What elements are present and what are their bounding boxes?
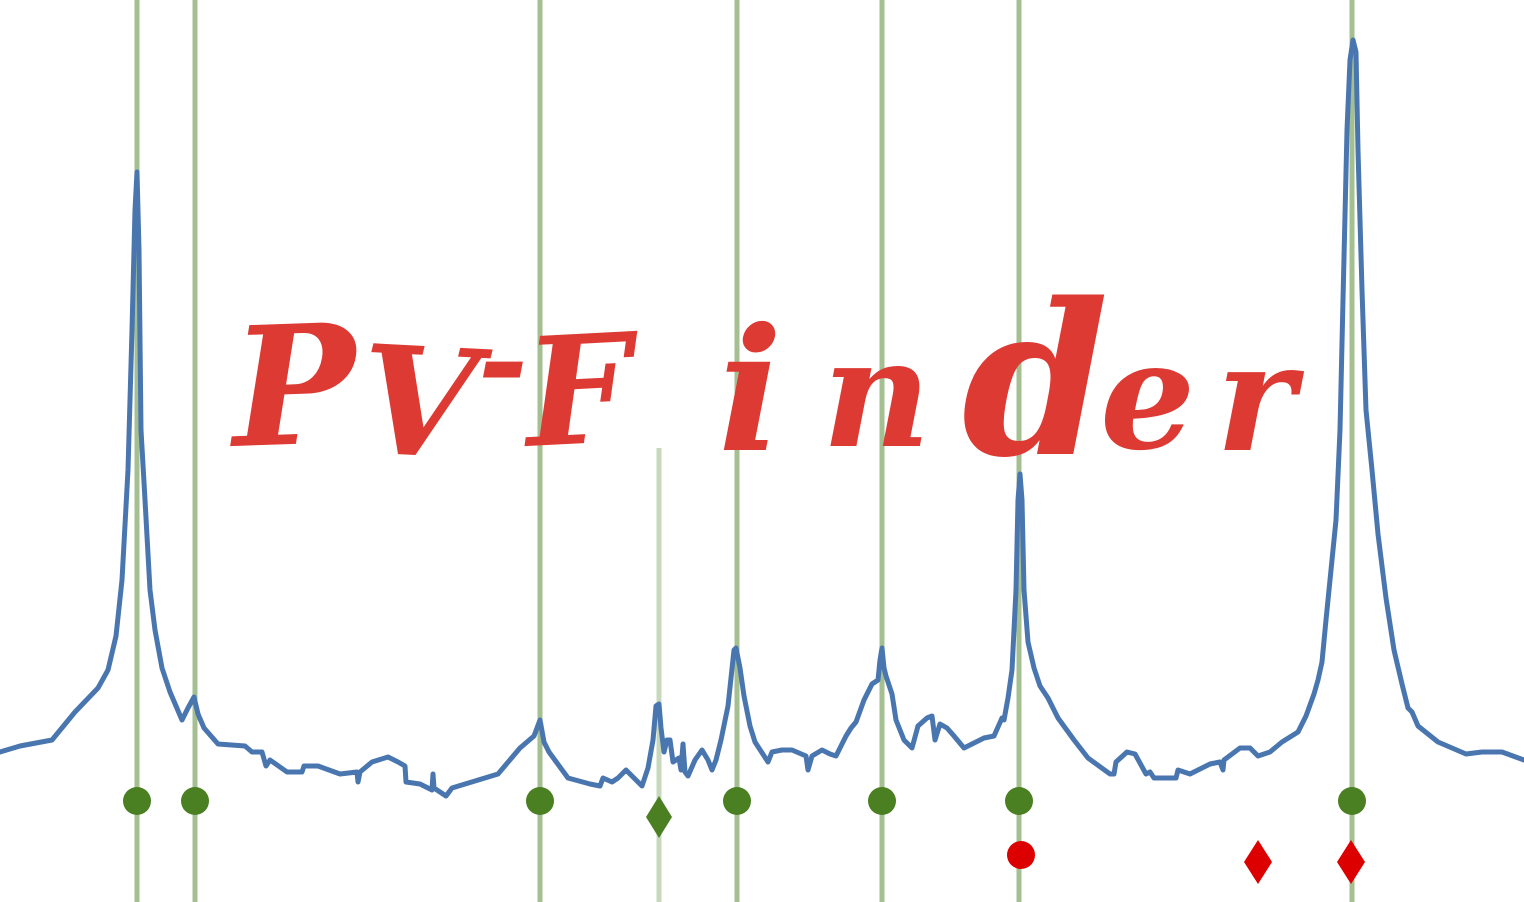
true-vertex-diamond [646,796,672,838]
reference-lines [134,0,1355,902]
title-letter: V [356,312,495,495]
title-letter: n [822,306,931,482]
true-vertex-dot [123,787,151,815]
signal-curve [0,37,1524,799]
true-vertex-dot [723,787,751,815]
title-letter: r [1216,310,1305,486]
true-vertex-dot [1338,787,1366,815]
title-letter: F [517,300,646,482]
true-vertex-dot [868,787,896,815]
pv-finder-title: PV-F i n de r [225,257,1305,504]
title-letter: d [962,257,1109,504]
predicted-vertex-diamond [1337,840,1365,884]
predicted-vertex-dot [1007,841,1035,869]
title-letter: P [225,287,365,486]
title-letter: - [478,290,528,431]
vertex-markers [123,787,1366,884]
true-vertex-dot [1005,787,1033,815]
title-letter: i [718,291,783,491]
true-vertex-dot [181,787,209,815]
title-letter: e [1100,308,1195,484]
true-vertex-dot [526,787,554,815]
predicted-vertex-diamond [1244,840,1272,884]
